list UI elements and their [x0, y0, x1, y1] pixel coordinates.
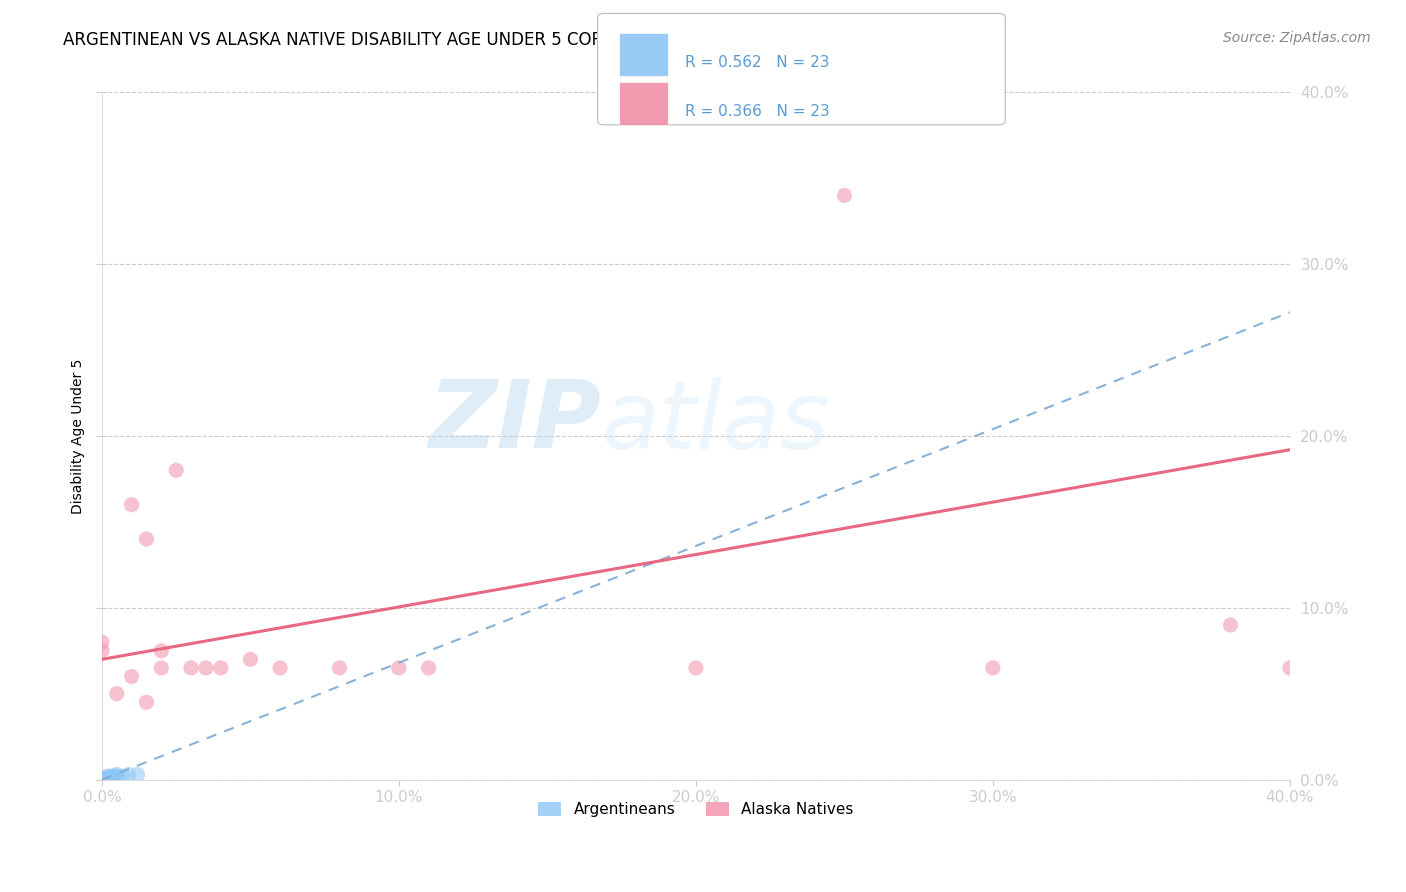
Point	[418, 661, 440, 675]
Point	[269, 661, 291, 675]
Text: R = 0.366   N = 23: R = 0.366 N = 23	[685, 104, 830, 119]
Point	[165, 463, 187, 477]
Point	[94, 772, 117, 787]
Point	[150, 644, 173, 658]
Point	[121, 498, 143, 512]
Text: ZIP: ZIP	[427, 376, 600, 468]
Point	[90, 635, 112, 649]
Point	[135, 532, 157, 546]
Point	[117, 767, 139, 781]
Point	[90, 772, 112, 787]
Point	[94, 772, 117, 787]
Point	[90, 772, 112, 787]
Point	[90, 772, 112, 787]
Point	[1219, 618, 1241, 632]
Point	[388, 661, 411, 675]
Point	[103, 771, 125, 785]
Point	[150, 661, 173, 675]
Y-axis label: Disability Age Under 5: Disability Age Under 5	[72, 359, 86, 514]
Point	[97, 771, 120, 785]
Point	[127, 767, 149, 781]
Point	[90, 772, 112, 787]
Point	[105, 769, 128, 783]
Point	[105, 687, 128, 701]
Point	[105, 767, 128, 781]
Point	[103, 769, 125, 783]
Text: ARGENTINEAN VS ALASKA NATIVE DISABILITY AGE UNDER 5 CORRELATION CHART: ARGENTINEAN VS ALASKA NATIVE DISABILITY …	[63, 31, 747, 49]
Point	[834, 188, 856, 202]
Point	[685, 661, 707, 675]
Point	[100, 771, 122, 785]
Point	[97, 772, 120, 787]
Point	[1278, 661, 1301, 675]
Point	[90, 772, 112, 787]
Point	[90, 772, 112, 787]
Point	[97, 772, 120, 787]
Point	[328, 661, 350, 675]
Point	[97, 769, 120, 783]
Text: Source: ZipAtlas.com: Source: ZipAtlas.com	[1223, 31, 1371, 45]
Point	[111, 769, 134, 783]
Text: R = 0.562   N = 23: R = 0.562 N = 23	[685, 55, 830, 70]
Point	[94, 771, 117, 785]
Point	[90, 771, 112, 785]
Point	[209, 661, 232, 675]
Point	[90, 644, 112, 658]
Point	[100, 769, 122, 783]
Point	[180, 661, 202, 675]
Text: atlas: atlas	[600, 376, 830, 467]
Legend: Argentineans, Alaska Natives: Argentineans, Alaska Natives	[533, 797, 859, 823]
Point	[135, 695, 157, 709]
Point	[981, 661, 1004, 675]
Point	[239, 652, 262, 666]
Point	[194, 661, 217, 675]
Point	[121, 669, 143, 683]
